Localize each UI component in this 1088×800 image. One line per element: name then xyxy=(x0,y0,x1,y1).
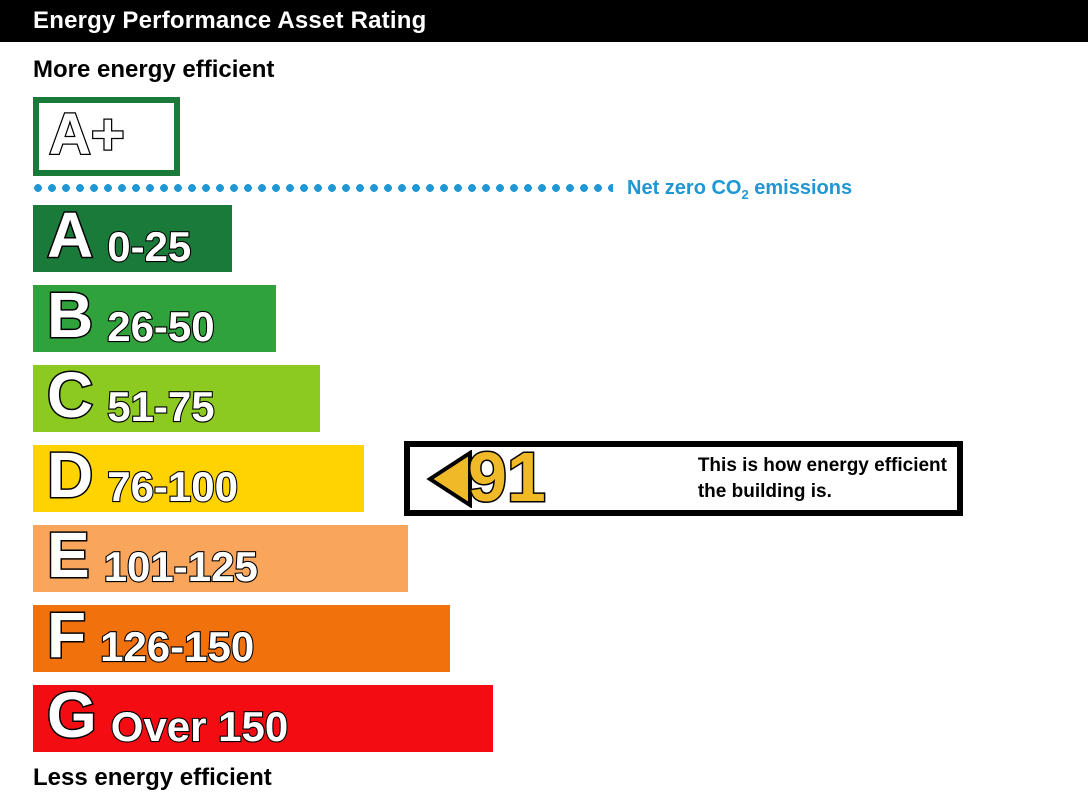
band-g-letter: G xyxy=(46,679,99,751)
band-c-range: 51-75 xyxy=(106,383,216,430)
band-a: A 0-25 xyxy=(33,199,232,272)
band-a-range: 0-25 xyxy=(106,223,192,270)
band-a-plus-letter: A+ xyxy=(48,101,126,167)
band-d-range: 76-100 xyxy=(106,463,239,510)
band-g-range: Over 150 xyxy=(110,703,290,750)
current-rating-value: 91 xyxy=(467,437,548,516)
band-e-range: 101-125 xyxy=(103,543,259,590)
band-e-letter: E xyxy=(46,519,92,591)
band-f-letter: F xyxy=(45,599,87,671)
band-a-plus: A+ xyxy=(33,97,180,176)
band-c-letter: C xyxy=(45,359,94,431)
band-a-letter: A xyxy=(45,199,94,271)
band-c: C 51-75 xyxy=(33,359,320,432)
net-zero-label-pre: Net zero CO xyxy=(627,177,742,199)
header-bar: Energy Performance Asset Rating xyxy=(0,0,1088,42)
band-b-range: 26-50 xyxy=(106,303,216,350)
band-b-letter: B xyxy=(45,279,94,351)
band-d: D 76-100 xyxy=(33,439,364,512)
band-f-range: 126-150 xyxy=(99,623,255,670)
band-d-letter: D xyxy=(45,439,94,511)
page-title: Energy Performance Asset Rating xyxy=(33,7,427,34)
band-e: E 101-125 xyxy=(33,519,408,592)
current-rating-description-line2: the building is. xyxy=(697,480,832,502)
left-arrow-icon xyxy=(426,449,472,508)
band-b: B 26-50 xyxy=(33,279,276,352)
band-f: F 126-150 xyxy=(33,599,450,672)
current-rating-pointer: 91 This is how energy efficient the buil… xyxy=(404,437,963,516)
more-efficient-label: More energy efficient xyxy=(33,56,275,83)
net-zero-label: Net zero CO2 emissions xyxy=(627,177,852,202)
net-zero-dotted-line xyxy=(33,183,613,193)
less-efficient-label: Less energy efficient xyxy=(33,764,272,791)
current-rating-description-line1: This is how energy efficient xyxy=(697,454,947,476)
current-rating-description: This is how energy efficient the buildin… xyxy=(698,453,947,505)
band-g: G Over 150 xyxy=(33,679,493,752)
net-zero-label-sub: 2 xyxy=(741,187,749,202)
net-zero-label-post: emissions xyxy=(748,177,853,199)
